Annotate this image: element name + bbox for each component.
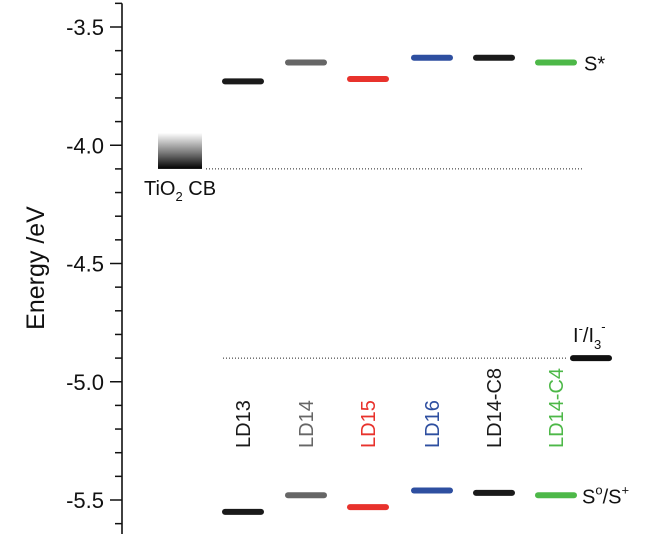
y-tick-label: -3.5: [66, 15, 104, 40]
dye-levels: [222, 54, 577, 515]
y-axis: [110, 2, 123, 534]
dye-labels: LD13 LD14 LD15 LD16 LD14-C8 LD14-C4: [233, 368, 568, 448]
dye-label-ld14-c8: LD14-C8: [484, 368, 506, 448]
dye-label-ld14-c4: LD14-C4: [546, 368, 568, 448]
dye-label-ld13: LD13: [233, 400, 255, 448]
tio2-cb-label: TiO2 CB: [144, 178, 216, 204]
y-tick-labels: -3.5 -4.0 -4.5 -5.0 -5.5: [66, 15, 104, 513]
y-tick-label: -4.0: [66, 133, 104, 158]
y-tick-label: -5.0: [66, 370, 104, 395]
y-tick-label: -4.5: [66, 252, 104, 277]
y-tick-label: -5.5: [66, 488, 104, 513]
tio2-cb-block: [158, 132, 202, 169]
y-axis-title: Energy /eV: [22, 206, 50, 330]
dye-label-ld16: LD16: [422, 400, 444, 448]
ground-state-label: So/S+: [582, 482, 629, 508]
tio2-cb: TiO2 CB: [144, 132, 216, 204]
redox-label: I-/I3-: [573, 319, 606, 352]
excited-state-label: S*: [584, 53, 605, 75]
dye-label-ld15: LD15: [358, 400, 380, 448]
dye-label-ld14: LD14: [296, 400, 318, 448]
